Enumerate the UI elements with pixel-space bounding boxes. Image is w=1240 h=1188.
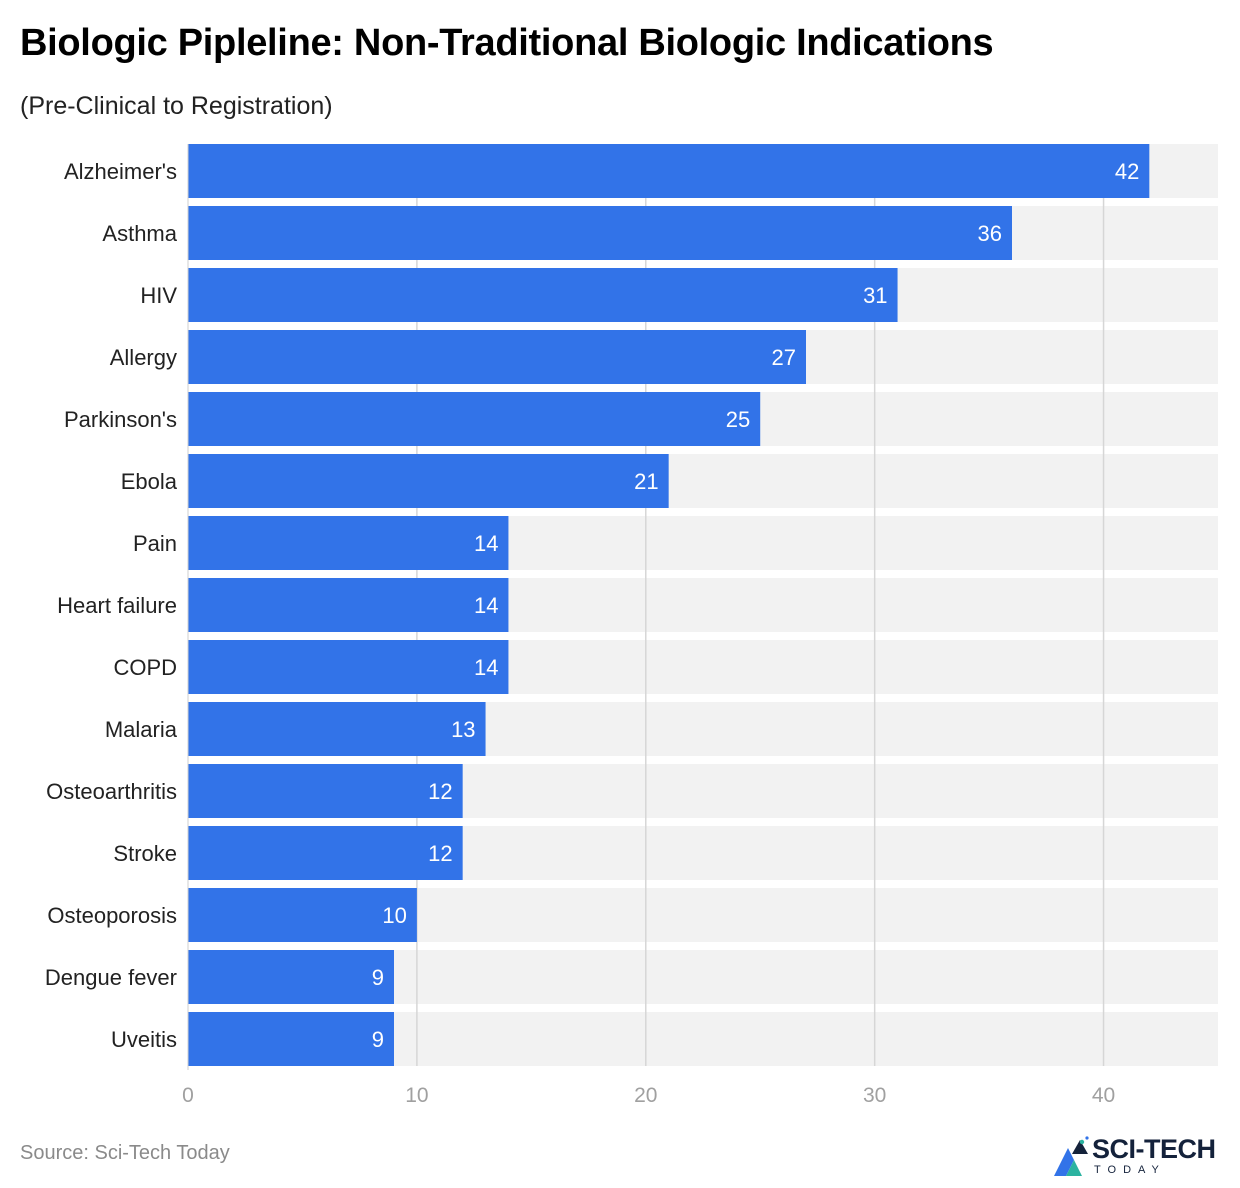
x-tick-label: 20	[634, 1084, 657, 1107]
value-label: 9	[372, 965, 384, 990]
category-label: Malaria	[105, 717, 178, 742]
bar	[188, 1012, 394, 1066]
value-label: 21	[634, 469, 658, 494]
value-label: 27	[772, 345, 796, 370]
category-label: Asthma	[102, 221, 177, 246]
value-label: 13	[451, 717, 475, 742]
bar	[188, 392, 761, 446]
bar	[188, 640, 509, 694]
category-label: Uveitis	[111, 1027, 177, 1052]
bar	[188, 578, 509, 632]
bar	[188, 268, 898, 322]
x-tick-label: 40	[1092, 1084, 1115, 1107]
category-label: HIV	[140, 283, 177, 308]
value-label: 31	[863, 283, 887, 308]
bar	[188, 144, 1150, 198]
value-label: 25	[726, 407, 750, 432]
value-label: 12	[428, 841, 452, 866]
x-tick-label: 10	[405, 1084, 428, 1107]
logo-text: SCI-TECH	[1092, 1134, 1216, 1164]
bar	[188, 826, 463, 880]
category-label: Heart failure	[57, 593, 177, 618]
chart-subtitle: (Pre-Clinical to Registration)	[20, 92, 333, 120]
logo-mark-icon	[1054, 1136, 1089, 1176]
sci-tech-logo: SCI-TECH TODAY	[1052, 1134, 1230, 1180]
bar	[188, 950, 394, 1004]
chart-title: Biologic Pipleline: Non-Traditional Biol…	[20, 22, 994, 64]
bar-chart: Alzheimer's 42 Asthma 36 HIV 31 Allergy 27 Parki…	[45, 144, 1218, 1107]
bar	[188, 764, 463, 818]
bar	[188, 206, 1012, 260]
bar	[188, 888, 417, 942]
value-label: 14	[474, 593, 498, 618]
category-label: Pain	[133, 531, 177, 556]
category-label: Osteoporosis	[47, 903, 177, 928]
category-label: COPD	[113, 655, 177, 680]
category-label: Allergy	[110, 345, 177, 370]
x-tick-label: 0	[182, 1084, 194, 1107]
category-label: Osteoarthritis	[46, 779, 177, 804]
bar	[188, 454, 669, 508]
value-label: 42	[1115, 159, 1139, 184]
category-label: Stroke	[113, 841, 177, 866]
bar	[188, 516, 509, 570]
bar	[188, 702, 486, 756]
logo-subtext: TODAY	[1094, 1164, 1166, 1176]
category-label: Dengue fever	[45, 965, 177, 990]
category-label: Parkinson's	[64, 407, 177, 432]
value-label: 14	[474, 531, 498, 556]
value-label: 9	[372, 1027, 384, 1052]
category-label: Ebola	[121, 469, 178, 494]
x-tick-label: 30	[863, 1084, 886, 1107]
value-label: 12	[428, 779, 452, 804]
source-note: Source: Sci-Tech Today	[20, 1142, 230, 1164]
value-label: 10	[382, 903, 406, 928]
value-label: 14	[474, 655, 498, 680]
category-label: Alzheimer's	[64, 159, 177, 184]
bar	[188, 330, 806, 384]
value-label: 36	[978, 221, 1002, 246]
